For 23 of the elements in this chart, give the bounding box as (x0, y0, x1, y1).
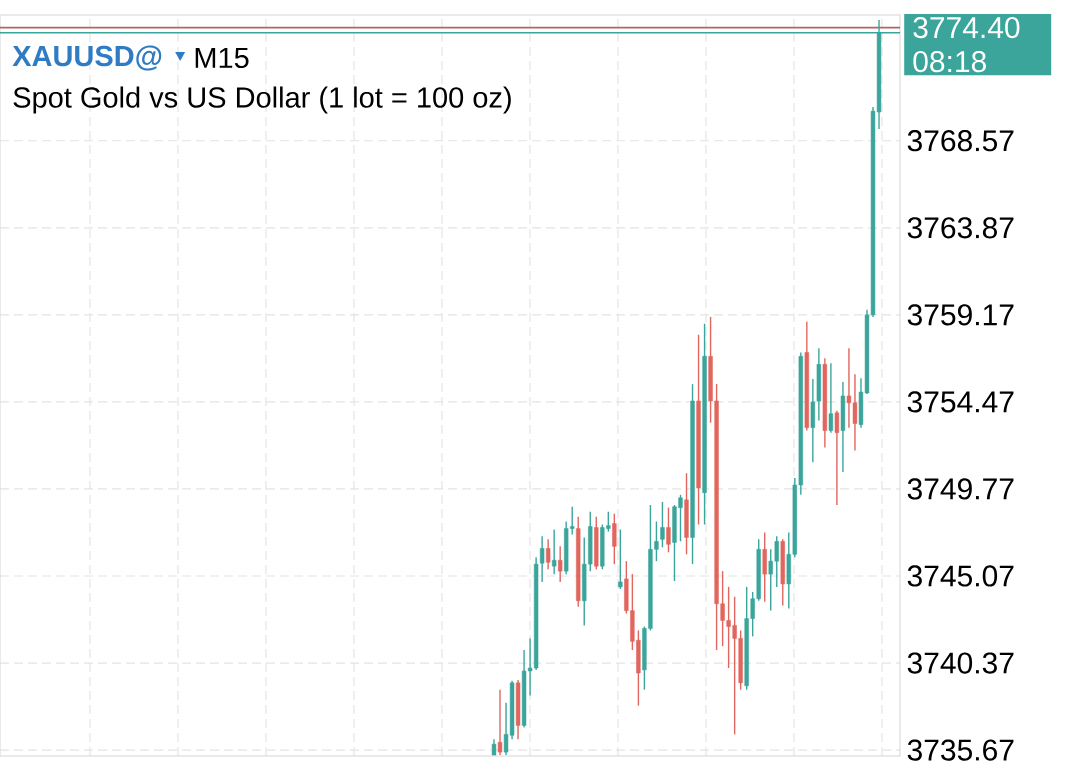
y-tick-label: 3763.87 (907, 217, 1014, 239)
text: 08:18 (913, 50, 986, 73)
y-tick-label: 3768.57 (907, 130, 1014, 152)
candlestick (612, 513, 617, 565)
candlestick (834, 410, 840, 506)
text: M15 (195, 47, 249, 69)
text: Spot Gold vs US Dollar (1 lot = 100 oz) (13, 86, 511, 114)
candlestick (551, 528, 557, 575)
ref-line-label: 3774.40 (913, 16, 1020, 39)
candlestick (828, 362, 834, 434)
candlestick (558, 545, 563, 583)
candlestick (545, 538, 551, 570)
y-tick-label: 3745.07 (907, 565, 1014, 587)
text: XAUUSD@ (12, 45, 162, 71)
candlestick (497, 689, 503, 756)
y-tick-label: 3735.67 (907, 739, 1014, 761)
candlestick (618, 528, 623, 590)
candlestick (666, 506, 671, 553)
y-tick-label: 3754.47 (907, 391, 1014, 413)
y-tick-label: 3740.37 (907, 652, 1014, 674)
candlestick (660, 501, 665, 548)
y-tick-label: 3759.17 (907, 304, 1014, 326)
y-tick-label: 3749.77 (907, 478, 1014, 500)
